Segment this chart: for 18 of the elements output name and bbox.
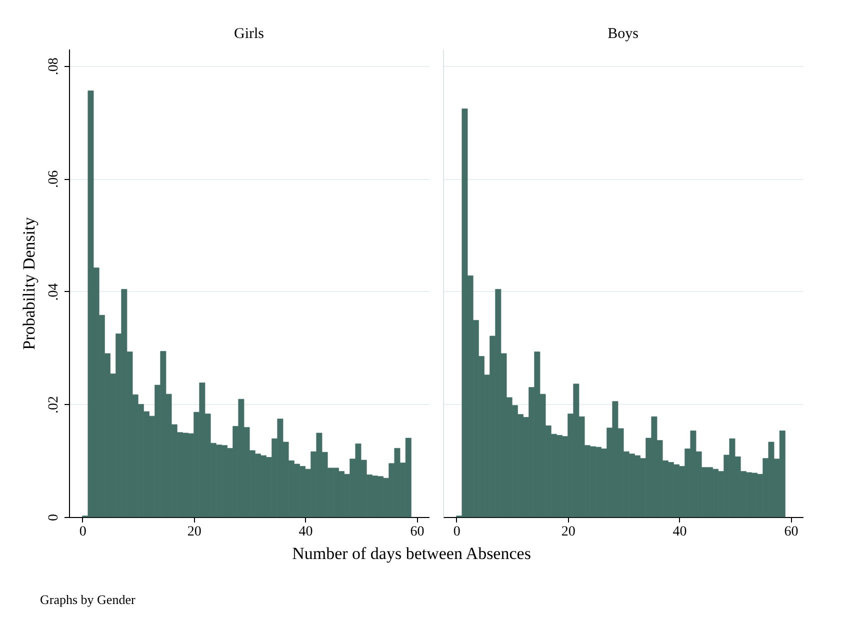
y-axis-title: Probability Density [20, 216, 38, 350]
x-axis-title: Number of days between Absences [292, 544, 531, 563]
chart-title: Girls [234, 26, 264, 42]
x-tick-label: 60 [410, 524, 424, 540]
x-tick-label: 40 [298, 524, 313, 540]
y-tick-label: .02 [46, 396, 62, 414]
x-tick-label: 20 [187, 524, 202, 540]
x-tick-label: 0 [453, 524, 460, 540]
y-tick-label: .04 [46, 283, 62, 301]
text: Graphs by Gender [40, 592, 136, 608]
x-tick-label: 40 [672, 524, 687, 540]
x-tick-label: 60 [784, 524, 798, 540]
y-tick-label: .06 [46, 170, 62, 188]
x-tick-label: 20 [561, 524, 576, 540]
x-tick-label: 0 [79, 524, 86, 540]
y-tick-label: 0 [46, 514, 62, 521]
y-tick-label: .08 [46, 58, 62, 76]
chart-title: Boys [608, 26, 639, 42]
